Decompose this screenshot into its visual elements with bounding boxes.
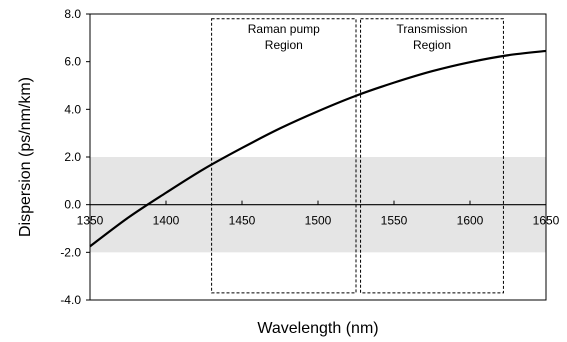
x-axis: 1350 1400 1450 1500 1550 1600 1650 (77, 200, 560, 228)
region-0: Raman pump Region (211, 18, 357, 294)
y-tick-label: -2.0 (60, 245, 81, 259)
x-tick-label: 1450 (229, 214, 256, 228)
y-tick-label: 4.0 (64, 102, 81, 116)
x-tick-label: 1650 (533, 214, 560, 228)
y-axis-title: Dispersion (ps/nm/km) (17, 77, 34, 237)
x-tick-label: 1600 (457, 214, 484, 228)
regions: Raman pump Region Transmission Region (211, 18, 504, 294)
x-tick-label: 1350 (77, 214, 104, 228)
x-axis-title: Wavelength (nm) (257, 320, 378, 337)
dispersion-curve (89, 49, 547, 248)
region-box-0 (211, 18, 357, 294)
x-tick-label: 1500 (305, 214, 332, 228)
region-1: Transmission Region (360, 18, 504, 294)
region-box-1 (360, 18, 504, 294)
y-tick-label: 6.0 (64, 55, 81, 69)
region-label-0-1: Region (265, 38, 303, 52)
y-tick-label: 0.0 (64, 198, 81, 212)
region-label-0-0: Raman pump (248, 22, 320, 36)
y-tick-label: 8.0 (64, 7, 81, 21)
y-tick-label: -4.0 (60, 293, 81, 307)
x-tick-label: 1550 (381, 214, 408, 228)
y-axis: -4.0 -2.0 0.0 2.0 4.0 6.0 8.0 (60, 7, 90, 307)
plot-area: Raman pump Region Transmission Region (89, 13, 547, 301)
y-tick-label: 2.0 (64, 150, 81, 164)
region-label-1-0: Transmission (397, 22, 468, 36)
region-label-1-1: Region (413, 38, 451, 52)
x-tick-label: 1400 (153, 214, 180, 228)
